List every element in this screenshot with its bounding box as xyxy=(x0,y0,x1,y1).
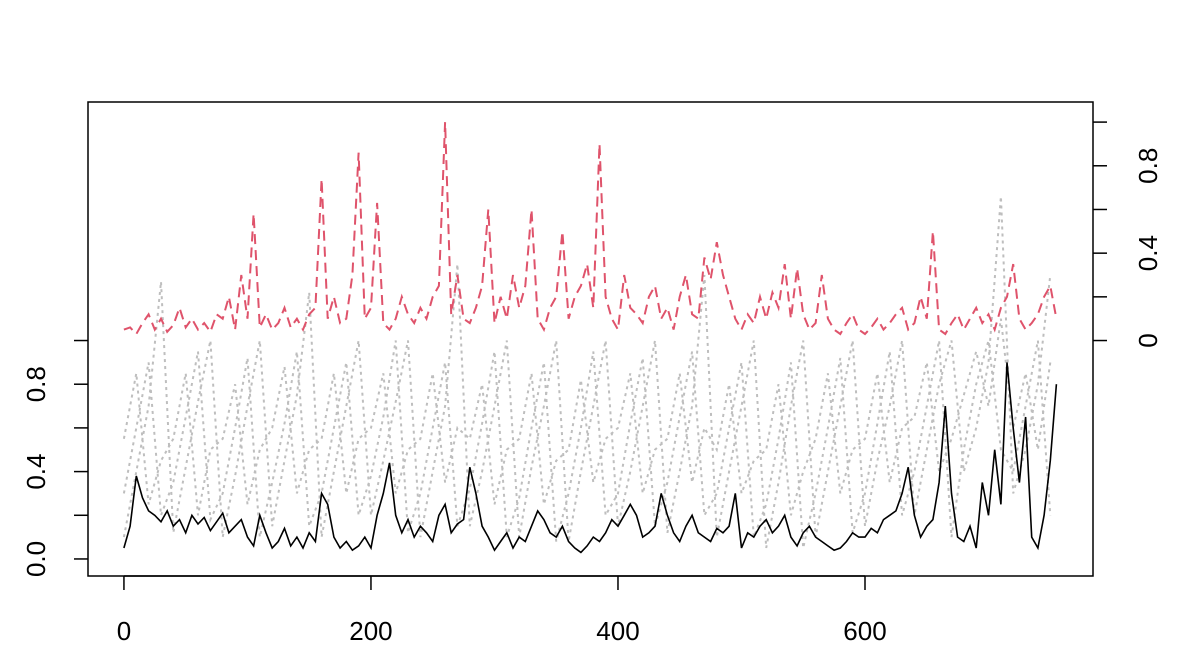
series-line xyxy=(122,318,1052,516)
series-line xyxy=(123,122,1058,336)
y2-tick-label: 0 xyxy=(1133,333,1163,347)
series-line xyxy=(123,362,1058,554)
x-tick-label: 400 xyxy=(596,616,639,646)
x-tick-label: 600 xyxy=(843,616,886,646)
y2-tick-label: 0.8 xyxy=(1133,148,1163,184)
x-tick-label: 200 xyxy=(349,616,392,646)
x-tick-label: 0 xyxy=(117,616,131,646)
y-tick-label: 0.0 xyxy=(21,541,51,577)
y2-tick-label: 0.4 xyxy=(1133,235,1163,271)
plot-frame xyxy=(87,101,1094,577)
y-tick-label: 0.8 xyxy=(21,366,51,402)
y-tick-label: 0.4 xyxy=(21,454,51,490)
